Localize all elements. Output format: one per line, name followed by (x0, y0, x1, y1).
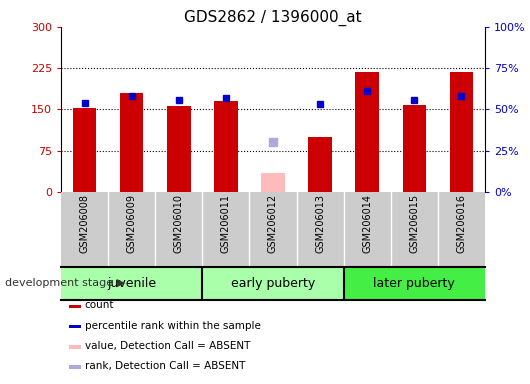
Bar (61, 267, 202, 300)
FancyBboxPatch shape (69, 325, 81, 328)
Bar (402, 105, 426, 192)
Text: GSM206010: GSM206010 (174, 194, 184, 253)
Text: percentile rank within the sample: percentile rank within the sample (85, 321, 261, 331)
Text: development stage ▶: development stage ▶ (5, 278, 126, 288)
Text: rank, Detection Call = ABSENT: rank, Detection Call = ABSENT (85, 361, 245, 371)
Text: GSM206013: GSM206013 (315, 194, 325, 253)
Text: GSM206012: GSM206012 (268, 194, 278, 253)
Title: GDS2862 / 1396000_at: GDS2862 / 1396000_at (184, 9, 362, 25)
FancyBboxPatch shape (69, 345, 81, 349)
Text: count: count (85, 300, 114, 310)
Text: early puberty: early puberty (231, 277, 315, 290)
Text: juvenile: juvenile (107, 277, 156, 290)
Bar (343, 267, 485, 300)
FancyBboxPatch shape (69, 305, 81, 308)
Bar (167, 106, 190, 192)
Bar (261, 173, 285, 192)
Text: GSM206015: GSM206015 (409, 194, 419, 253)
Text: GSM206011: GSM206011 (221, 194, 231, 253)
Bar (449, 72, 473, 192)
Bar (202, 267, 343, 300)
Text: later puberty: later puberty (374, 277, 455, 290)
Bar (308, 137, 332, 192)
FancyBboxPatch shape (69, 366, 81, 369)
Text: GSM206009: GSM206009 (127, 194, 137, 253)
Text: GSM206008: GSM206008 (80, 194, 90, 253)
Text: GSM206016: GSM206016 (456, 194, 466, 253)
Bar (120, 93, 144, 192)
Bar (73, 108, 96, 192)
Bar (356, 72, 379, 192)
Bar (214, 101, 237, 192)
Text: value, Detection Call = ABSENT: value, Detection Call = ABSENT (85, 341, 250, 351)
Text: GSM206014: GSM206014 (362, 194, 372, 253)
